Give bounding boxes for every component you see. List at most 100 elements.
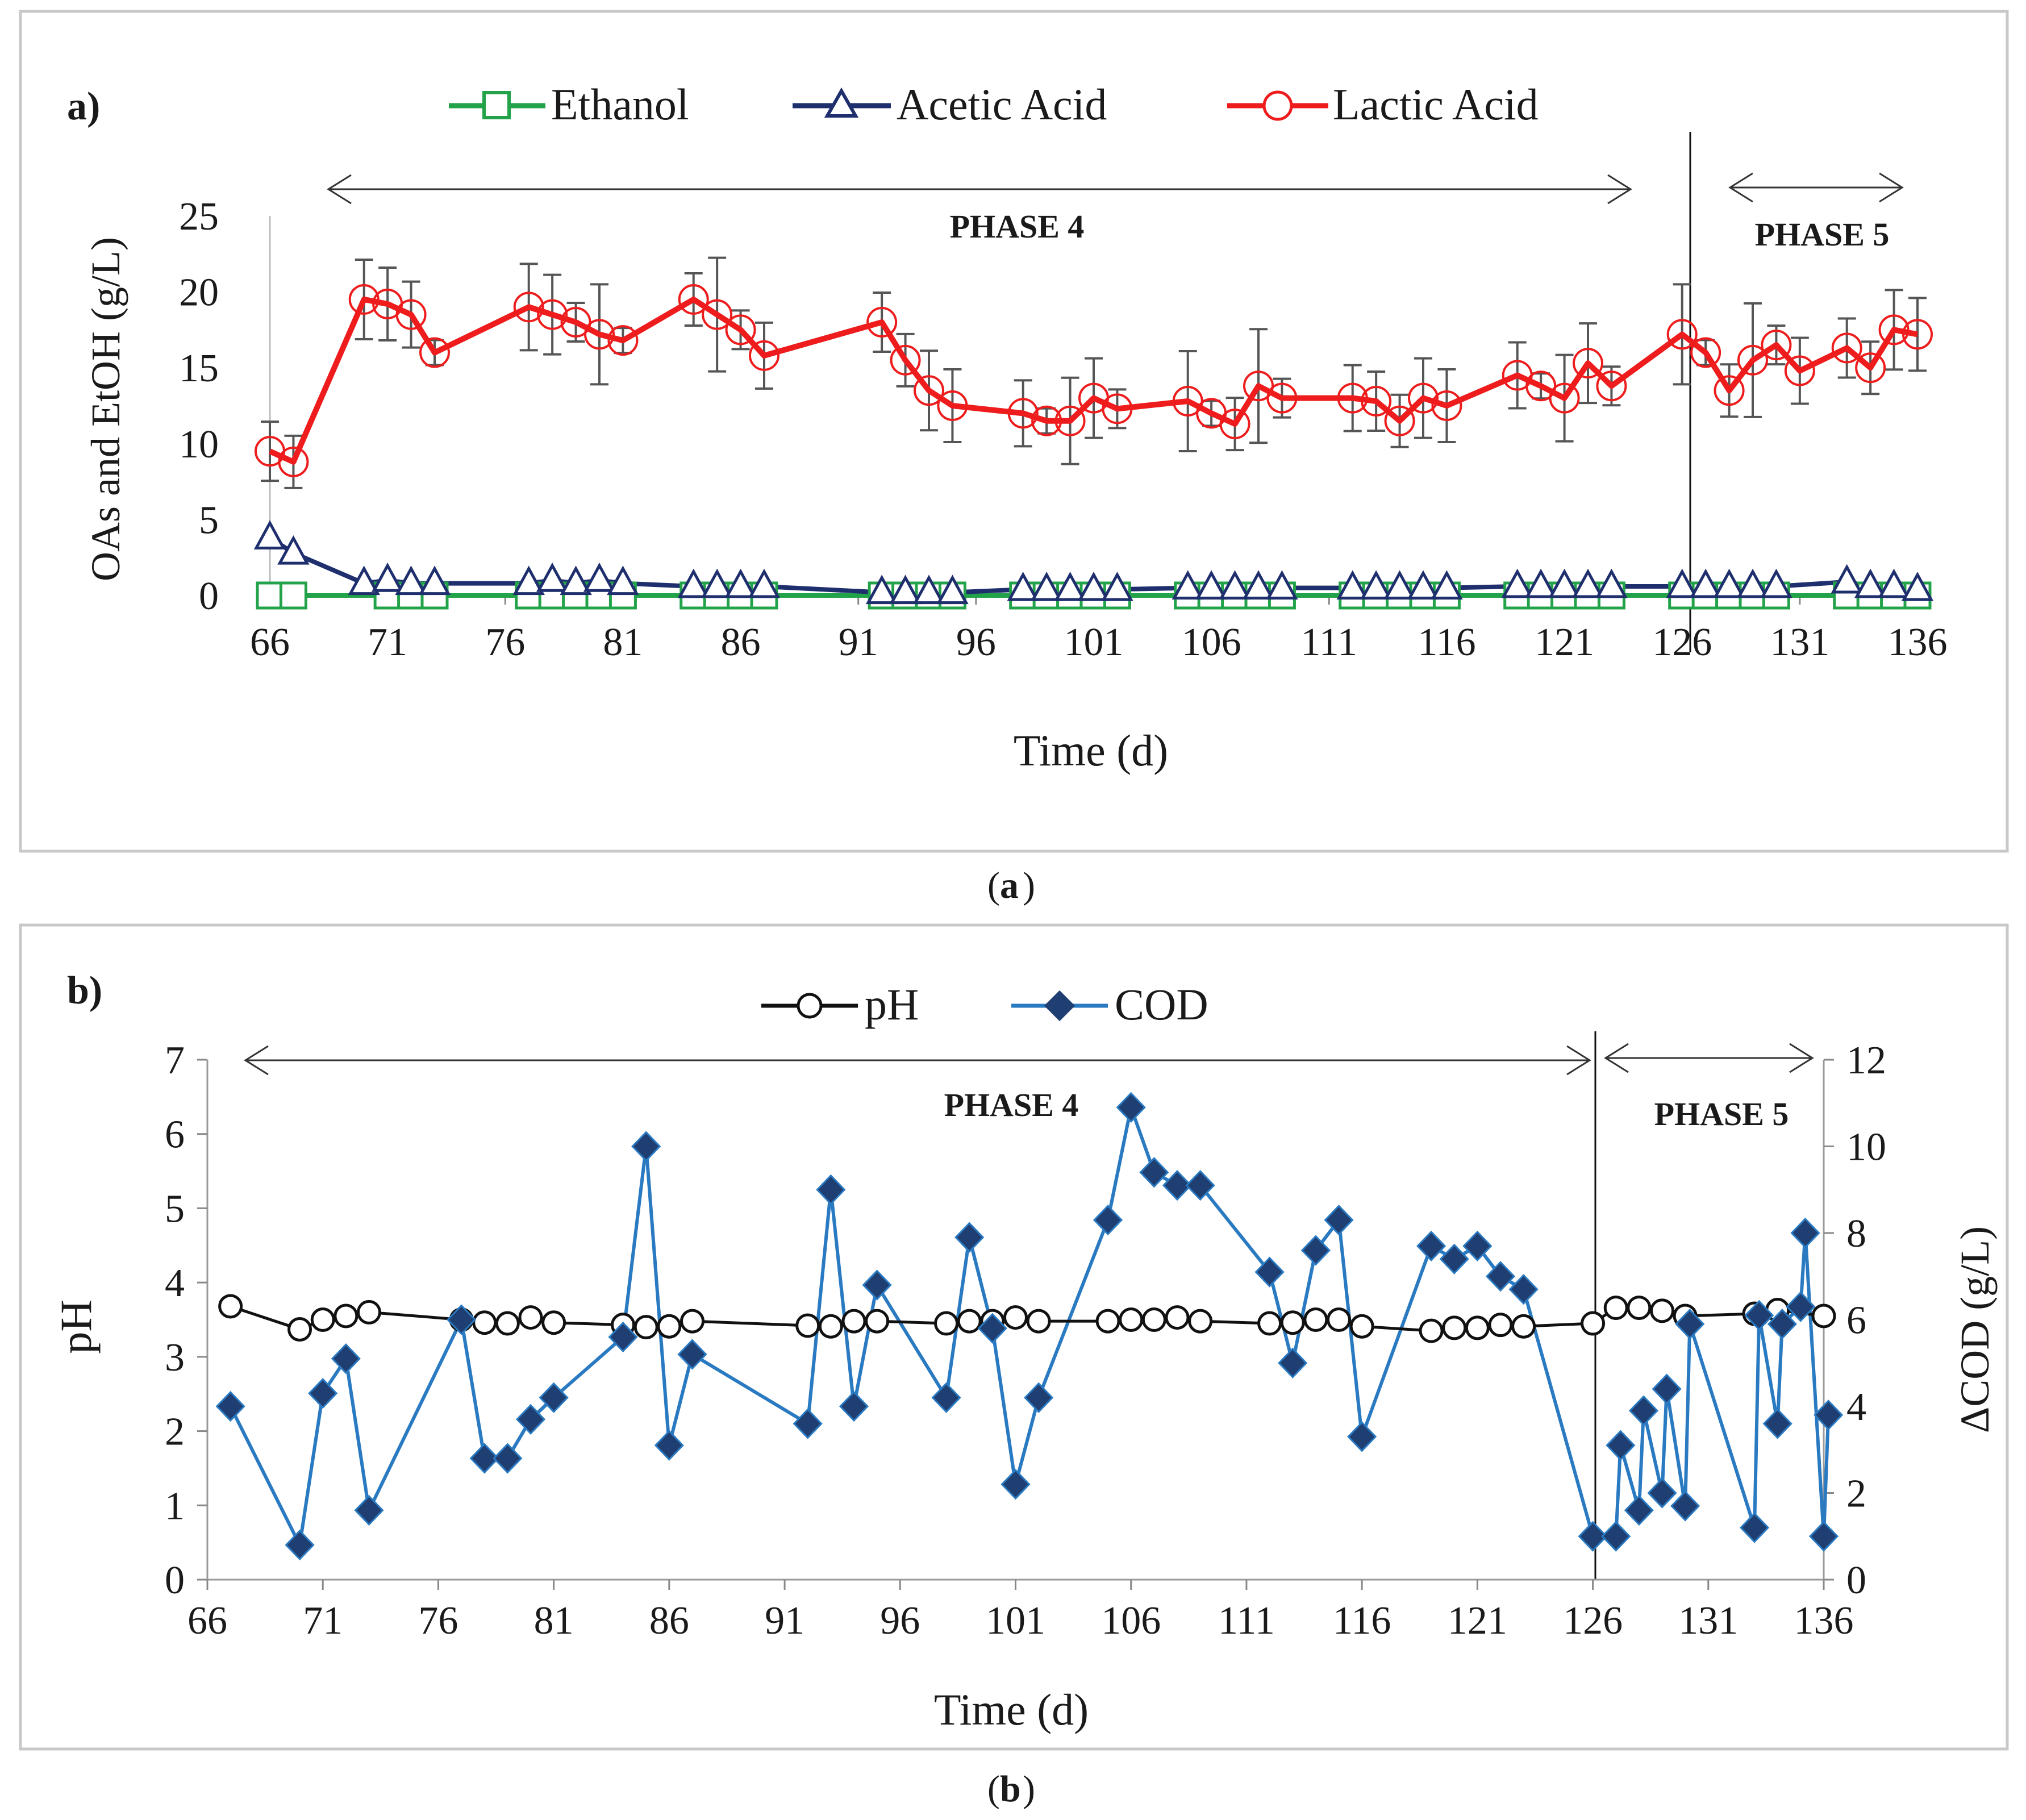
- phase4-label-a: PHASE 4: [950, 208, 1085, 245]
- y-tick-label-left-b: 6: [165, 1113, 185, 1157]
- phase4-arrowhead-right-a: [1607, 174, 1632, 205]
- lactic-acid-point: [1902, 319, 1933, 350]
- x-tick-label-a: 121: [1535, 620, 1594, 664]
- ph-point: [818, 1314, 843, 1339]
- x-tick-label-b: 106: [1101, 1599, 1161, 1643]
- ph-point: [495, 1311, 520, 1336]
- ph-point: [357, 1300, 381, 1325]
- cod-point: [1767, 1308, 1797, 1340]
- lactic-acid-line: [268, 296, 1918, 465]
- acetic-acid-point: [889, 574, 922, 605]
- ph-point: [1419, 1318, 1444, 1343]
- lactic-acid-point: [890, 344, 921, 376]
- lactic-acid-point: [537, 299, 568, 330]
- x-tick-label-b: 116: [1333, 1599, 1391, 1643]
- lactic-acid-point: [1266, 382, 1298, 414]
- lactic-acid-point: [1219, 409, 1250, 440]
- x-tick-label-b: 96: [880, 1599, 920, 1643]
- ph-point: [1627, 1296, 1652, 1321]
- lactic-acid-point: [937, 390, 968, 421]
- x-tick-label-a: 81: [603, 620, 643, 664]
- ph-point: [633, 1315, 658, 1340]
- cod-point: [954, 1222, 985, 1253]
- cod-point: [1606, 1430, 1636, 1461]
- panel-b-frame: [19, 923, 2009, 1751]
- legend-ethanol-marker: [482, 91, 511, 119]
- ph-point: [472, 1310, 497, 1335]
- cod-point: [1162, 1169, 1193, 1201]
- cod-point: [1439, 1243, 1469, 1275]
- ph-point: [1442, 1315, 1467, 1340]
- acetic-acid-point: [1054, 572, 1086, 601]
- lactic-acid-point: [1102, 393, 1133, 424]
- panel-b: b) pH COD PHASE 4 PHASE 5 pH ΔCOD (g/L) …: [19, 923, 2009, 1751]
- legend-lactic-label: Lactic Acid: [1333, 80, 1539, 129]
- acetic-acid-point: [1101, 572, 1133, 601]
- cod-point: [1624, 1494, 1654, 1526]
- phase-annotations-a: PHASE 4 PHASE 5: [327, 132, 1904, 652]
- x-tick-label-b: 121: [1448, 1599, 1507, 1643]
- x-tick-label-b: 71: [303, 1599, 343, 1643]
- acetic-acid-point: [912, 574, 945, 605]
- lactic-acid-point: [1666, 319, 1698, 350]
- acetic-acid-point: [560, 565, 592, 595]
- cod-point: [215, 1390, 245, 1422]
- cod-point: [1300, 1235, 1331, 1266]
- y-tick-label-right-b: 8: [1846, 1212, 1866, 1256]
- ph-point: [541, 1310, 566, 1335]
- ph-point: [657, 1314, 682, 1339]
- y-tick-label-left-b: 7: [165, 1039, 185, 1082]
- acetic-acid-point: [1172, 570, 1204, 600]
- acetic-acid-point: [1383, 570, 1416, 600]
- phase4-arrowhead-left-a: [327, 174, 352, 205]
- y-tick-label-a: 20: [179, 271, 219, 315]
- cod-point: [1601, 1521, 1631, 1552]
- acetic-acid-point: [865, 574, 898, 605]
- lactic-acid-point: [278, 446, 309, 477]
- cod-point: [1578, 1521, 1608, 1552]
- acetic-acid-point: [253, 520, 286, 549]
- legend-a: Ethanol Acetic Acid Lactic Acid: [449, 80, 1539, 129]
- x-tick-label-a: 71: [368, 620, 407, 664]
- acetic-acid-point: [607, 565, 639, 595]
- cod-point: [631, 1131, 661, 1162]
- lactic-acid-point: [1384, 405, 1415, 436]
- ph-point: [1488, 1313, 1513, 1338]
- lactic-acid-point: [1737, 344, 1768, 376]
- acetic-acid-point: [1760, 568, 1792, 598]
- legend-lactic-marker: [1262, 90, 1293, 121]
- phase5-arrowhead-right-b: [1789, 1043, 1814, 1073]
- cod-point: [1739, 1512, 1770, 1543]
- cod-point: [1324, 1204, 1354, 1236]
- legend-b: pH COD: [761, 980, 1208, 1029]
- acetic-acid-point: [1901, 572, 1934, 601]
- acetic-acid-point: [1195, 570, 1228, 600]
- x-axis-label-a: Time (d): [1014, 726, 1168, 775]
- acetic-acid-point: [1360, 570, 1393, 600]
- acetic-acid-point: [1736, 568, 1769, 598]
- cod-point: [931, 1382, 961, 1413]
- cod-point: [331, 1343, 361, 1375]
- legend-cod-label: COD: [1115, 980, 1208, 1029]
- y-tick-label-right-b: 4: [1846, 1385, 1866, 1429]
- cod-point: [1786, 1291, 1816, 1322]
- ph-point: [1327, 1307, 1351, 1332]
- cod-point: [1485, 1261, 1516, 1292]
- acetic-acid-point: [1219, 570, 1251, 600]
- ph-point: [1095, 1309, 1120, 1334]
- ph-point: [1603, 1296, 1628, 1321]
- cod-point: [515, 1403, 546, 1435]
- y-tick-label-a: 15: [179, 347, 219, 390]
- acetic-acid-point: [1242, 570, 1275, 600]
- x-tick-label-a: 116: [1418, 620, 1475, 664]
- lactic-acid-point: [513, 291, 544, 323]
- ph-point: [1119, 1307, 1144, 1332]
- cod-point: [1416, 1230, 1446, 1262]
- y-tick-label-left-b: 1: [165, 1484, 185, 1528]
- cod-point: [1652, 1373, 1682, 1405]
- x-tick-label-b: 66: [187, 1599, 227, 1643]
- acetic-acid-point: [583, 563, 616, 592]
- ph-point: [795, 1313, 820, 1338]
- ph-point: [218, 1294, 243, 1319]
- x-tick-label-b: 131: [1678, 1599, 1738, 1643]
